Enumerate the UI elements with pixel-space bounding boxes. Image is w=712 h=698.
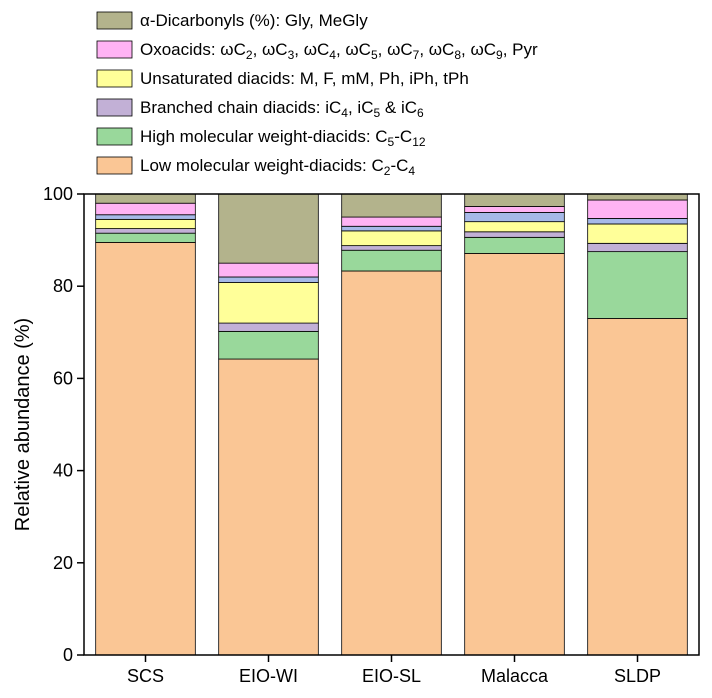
legend-swatch — [96, 40, 133, 59]
x-axis-ticks: SCS EIO-WI EIO-SL Malacca SLDP — [127, 655, 661, 686]
bar-segment-sldp-2 — [587, 242, 688, 253]
bar-segment-eio-sl-0 — [341, 270, 442, 656]
bar-segment-malacca-4 — [464, 212, 565, 223]
legend-swatch — [96, 156, 133, 175]
bar-segment-eio-sl-5 — [341, 216, 442, 227]
bar-segment-sldp-3 — [587, 223, 688, 244]
x-tick-label: SCS — [127, 666, 164, 686]
bar-segment-eio-wi-2 — [218, 322, 319, 332]
bar-segment-sldp-0 — [587, 318, 688, 656]
x-tick-label: SLDP — [614, 666, 661, 686]
bar-segment-eio-wi-5 — [218, 262, 319, 278]
x-tick-label: EIO-WI — [239, 666, 298, 686]
bar-segment-eio-sl-1 — [341, 249, 442, 272]
bar-segment-eio-sl-3 — [341, 230, 442, 247]
bar-segment-malacca-2 — [464, 231, 565, 238]
legend-label: α-Dicarbonyls (%): Gly, MeGly — [140, 11, 368, 30]
y-tick-label: 60 — [53, 368, 73, 388]
legend-label: Unsaturated diacids: M, F, mM, Ph, iPh, … — [140, 69, 469, 88]
y-tick-label: 80 — [53, 276, 73, 296]
bar-segment-scs-4 — [95, 214, 196, 220]
bar-segment-scs-1 — [95, 232, 196, 243]
y-axis-ticks: 0 20 40 60 80 100 — [43, 184, 84, 665]
bar-segment-sldp-5 — [587, 199, 688, 219]
bar-segment-malacca-1 — [464, 236, 565, 254]
bar-segment-eio-wi-0 — [218, 358, 319, 656]
bar-segment-sldp-6 — [587, 193, 688, 201]
bar-segment-eio-wi-6 — [218, 193, 319, 264]
bar-segment-malacca-3 — [464, 221, 565, 233]
legend-label: High molecular weight-diacids: C5-C12 — [140, 127, 426, 149]
legend: α-Dicarbonyls (%): Gly, MeGly Oxoacids: ω… — [96, 11, 538, 178]
legend-swatch — [96, 11, 133, 30]
bar-segment-sldp-1 — [587, 251, 688, 319]
legend-swatch — [96, 98, 133, 117]
bar-segment-eio-wi-1 — [218, 330, 319, 360]
bar-segment-eio-wi-3 — [218, 282, 319, 324]
bar-segment-scs-5 — [95, 202, 196, 216]
y-tick-label: 20 — [53, 553, 73, 573]
bar-segment-malacca-5 — [464, 206, 565, 213]
bar-segment-scs-6 — [95, 193, 196, 204]
y-tick-label: 0 — [63, 645, 73, 665]
bar-segment-scs-2 — [95, 228, 196, 234]
bar-segment-scs-3 — [95, 218, 196, 229]
bar-segment-malacca-0 — [464, 253, 565, 656]
bar-segment-eio-sl-4 — [341, 225, 442, 232]
bar-segment-scs-0 — [95, 241, 196, 656]
y-tick-label: 40 — [53, 461, 73, 481]
y-axis-title: Relative abundance (%) — [12, 318, 34, 531]
bar-segment-malacca-6 — [464, 193, 565, 207]
legend-label: Oxoacids: ωC2, ωC3, ωC4, ωC5, ωC7, ωC8, … — [140, 40, 538, 62]
legend-swatch — [96, 127, 133, 146]
bars — [95, 193, 688, 656]
bar-segment-eio-sl-2 — [341, 245, 442, 251]
bar-segment-eio-wi-4 — [218, 276, 319, 283]
x-tick-label: EIO-SL — [362, 666, 421, 686]
legend-swatch — [96, 69, 133, 88]
x-tick-label: Malacca — [481, 666, 549, 686]
legend-label: Branched chain diacids: iC4, iC5 & iC6 — [140, 98, 424, 120]
bar-segment-sldp-4 — [587, 218, 688, 225]
y-tick-label: 100 — [43, 184, 73, 204]
legend-label: Low molecular weight-diacids: C2-C4 — [140, 156, 415, 178]
bar-segment-eio-sl-6 — [341, 193, 442, 218]
